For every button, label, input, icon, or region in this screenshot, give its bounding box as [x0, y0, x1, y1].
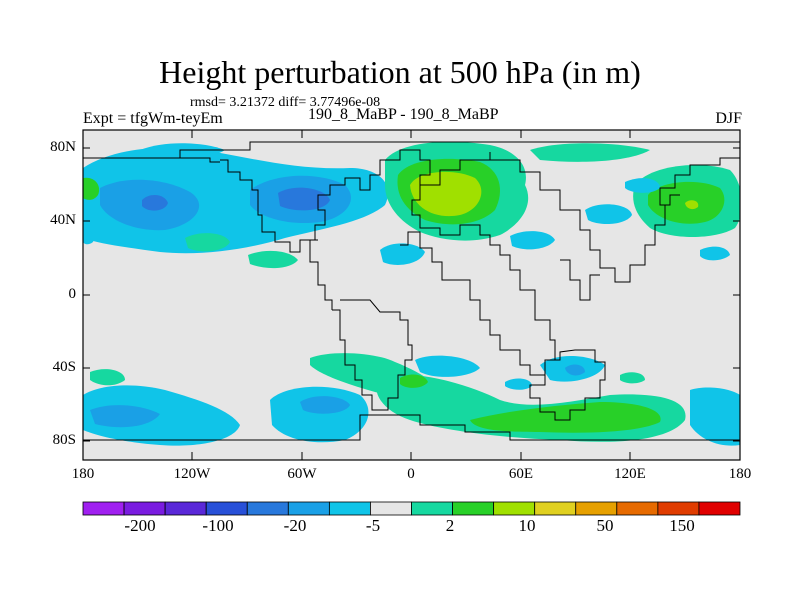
colorbar-label-6: 10 [518, 516, 536, 535]
anomaly-negative-core-1 [142, 194, 168, 211]
colorbar-label-4: -5 [365, 516, 381, 535]
run-label: 190_8_MaBP - 190_8_MaBP [308, 106, 499, 123]
anomaly-positive-south-band-core [470, 402, 661, 433]
coast-australia [529, 349, 606, 421]
anomaly-negative-south-mid [415, 355, 480, 377]
anomaly-negative-south-pacific-core [90, 405, 160, 428]
coast-antarctica [83, 414, 740, 441]
anomaly-negative-arctic [140, 143, 225, 160]
coast-central-america [309, 239, 333, 310]
anomaly-negative-mid-4 [625, 178, 660, 193]
lat-ticks [83, 147, 740, 442]
anomaly-negative-south-america-core [300, 396, 350, 414]
colorbar-swatch [328, 501, 371, 516]
anomaly-negative-south-indian-core [565, 364, 585, 376]
lon-label-60w: 60W [287, 466, 317, 482]
coast-indian [560, 259, 600, 301]
anomaly-negative-mid-1 [380, 243, 425, 265]
coast-arctic [83, 141, 740, 159]
anomaly-positive-arctic-band [530, 143, 650, 162]
colorbar-swatch [657, 501, 700, 516]
anomaly-negative-mid-2 [510, 231, 555, 250]
colorbar-label-8: 150 [669, 516, 695, 535]
anomaly-negative-south-america [270, 386, 369, 443]
colorbar-swatch [246, 501, 289, 516]
colorbar [82, 501, 741, 516]
anomaly-negative-south-pacific [83, 385, 240, 446]
experiment-label: Expt = tfgWm-teyEm [83, 110, 223, 127]
lon-label-180e: 180 [728, 466, 752, 482]
lat-label-0: 0 [68, 286, 77, 302]
coast-japan [660, 194, 680, 206]
lon-label-120e: 120E [614, 466, 646, 482]
lat-label-80n: 80N [50, 139, 76, 155]
coast-alaska [180, 157, 220, 163]
coast-greenland [390, 149, 431, 185]
colorbar-label-7: 50 [596, 516, 614, 535]
coast-europe-africa [400, 152, 556, 376]
anomaly-negative-mid-5 [83, 229, 94, 245]
colorbar-swatch [164, 501, 207, 516]
coast-asia [490, 157, 740, 283]
season-label: DJF [715, 110, 742, 127]
anomaly-negative-mid-3 [585, 204, 632, 225]
stats-line: rmsd= 3.21372 diff= 3.77496e-08 [190, 95, 381, 110]
lon-label-0: 0 [407, 466, 415, 482]
coast-north-america [220, 159, 390, 253]
colorbar-swatch [493, 501, 536, 516]
colorbar-label-5: 2 [445, 516, 455, 535]
plot-title: Height perturbation at 500 hPa (in m) [159, 54, 641, 90]
colorbar-swatch [370, 501, 412, 516]
lon-label-60e: 60E [508, 466, 534, 482]
colorbar-swatch [534, 501, 577, 516]
lon-label-120w: 120W [173, 466, 211, 482]
coastlines [83, 141, 740, 441]
colorbar-swatch [205, 501, 248, 516]
lon-label-180w: 180 [71, 466, 95, 482]
anomaly-positive-mid-2 [248, 250, 298, 269]
anomaly-positive-asia-core [685, 200, 699, 210]
colorbar-swatch [287, 501, 330, 516]
lat-label-40s: 40S [52, 359, 76, 375]
anomaly-positive-atlantic-core [410, 171, 482, 217]
lat-label-40n: 40N [50, 212, 76, 228]
anomaly-positive-south-east-small [620, 372, 645, 384]
lon-ticks [82, 130, 741, 460]
anomaly-negative-mid-6 [700, 246, 730, 261]
colorbar-swatch [616, 501, 659, 516]
anomaly-positive-west-edge [83, 177, 100, 200]
colorbar-swatch [123, 501, 166, 516]
colorbar-swatch [452, 501, 495, 516]
anomaly-positive-south-west [90, 369, 125, 386]
anomaly-positive-mid-1 [185, 233, 230, 252]
height-field [83, 130, 740, 460]
anomaly-negative-south-small-2 [505, 378, 532, 390]
colorbar-label-3: -20 [283, 516, 307, 535]
colorbar-label-2: -100 [202, 516, 234, 535]
coast-south-america [332, 299, 413, 411]
anomaly-negative-core-2 [278, 187, 330, 211]
colorbar-swatch [698, 501, 741, 516]
colorbar-label-1: -200 [124, 516, 156, 535]
colorbar-swatch [411, 501, 453, 516]
lat-label-80s: 80S [52, 432, 76, 448]
colorbar-swatch [575, 501, 618, 516]
anomaly-negative-south-east [690, 387, 740, 446]
colorbar-swatch [82, 501, 125, 516]
anomaly-positive-south-small [400, 374, 428, 388]
